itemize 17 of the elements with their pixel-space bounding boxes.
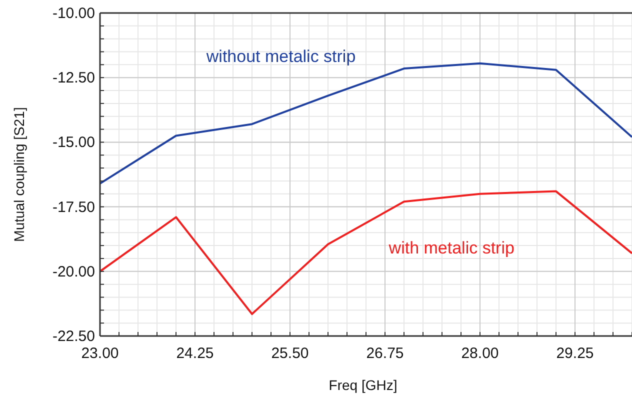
x-tick-label: 25.50: [271, 345, 309, 362]
y-tick-label: -15.00: [52, 134, 95, 152]
y-tick-label: -12.50: [52, 70, 95, 87]
x-tick-label: 23.00: [81, 345, 119, 362]
y-tick-label: -10.00: [52, 5, 95, 22]
x-tick-label: 26.75: [366, 345, 404, 362]
series-label: without metalic strip: [205, 47, 356, 66]
series-label: with metalic strip: [388, 238, 514, 258]
line-series: [100, 190, 632, 316]
x-tick-label: 29.25: [556, 345, 594, 362]
y-tick-label: -20.00: [52, 263, 95, 280]
x-axis-title: Freq [GHz]: [328, 377, 398, 393]
x-tick-label: 28.00: [461, 345, 499, 362]
x-tick-label: 24.25: [176, 345, 214, 362]
y-tick-label: -22.50: [52, 328, 95, 345]
y-axis-title: Mutual coupling [S21]: [11, 107, 27, 242]
y-tick-label: -17.50: [52, 198, 95, 216]
